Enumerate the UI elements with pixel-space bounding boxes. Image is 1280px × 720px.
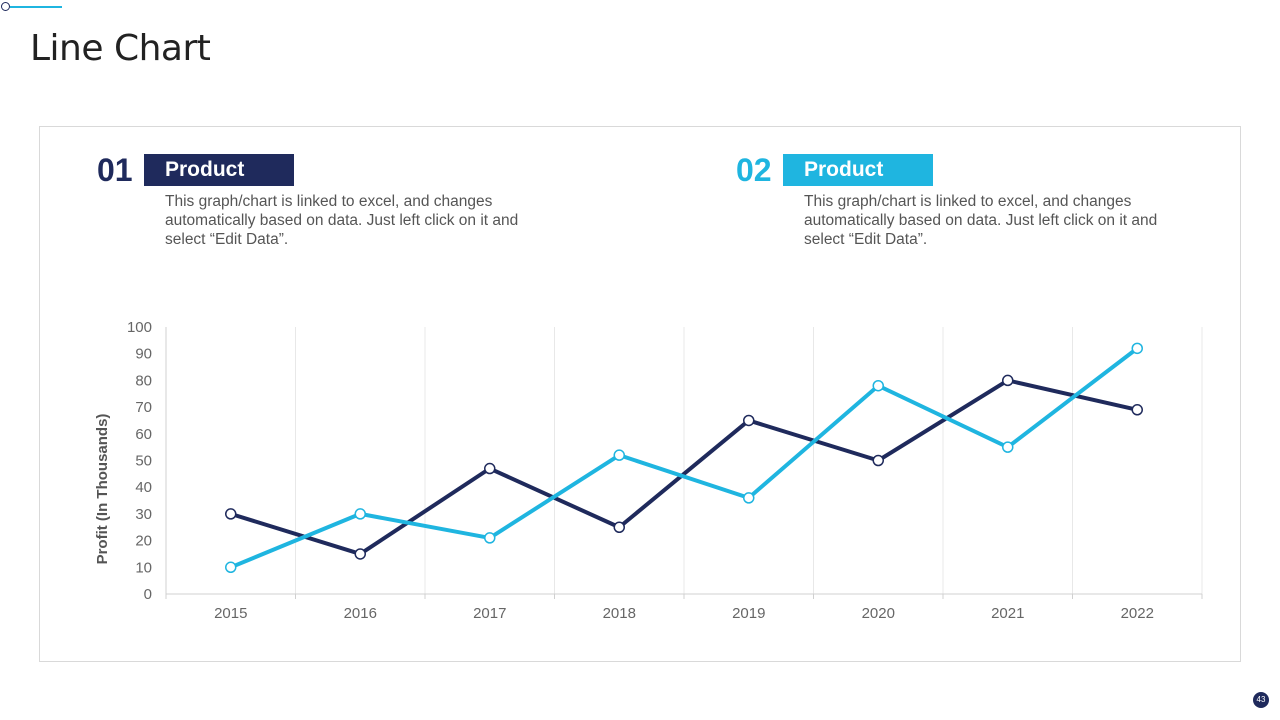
page-title: Line Chart (30, 28, 211, 69)
x-tick-label: 2016 (344, 605, 377, 622)
data-point-series-2 (354, 508, 366, 520)
data-point-series-1 (1131, 404, 1143, 416)
data-point-series-1 (225, 508, 237, 520)
y-tick-label: 20 (135, 533, 152, 550)
x-tick-label: 2021 (991, 605, 1024, 622)
x-tick-label: 2015 (214, 605, 247, 622)
y-tick-label: 0 (144, 586, 152, 603)
y-tick-label: 70 (135, 399, 152, 416)
data-point-series-2 (1131, 342, 1143, 355)
x-tick-label: 2022 (1121, 605, 1154, 622)
data-point-series-2 (743, 492, 755, 504)
y-tick-label: 40 (135, 479, 152, 496)
data-point-series-2 (613, 449, 625, 461)
y-axis-label: Profit (In Thousands) (94, 414, 111, 565)
chart-panel (39, 126, 1241, 662)
title-accent-dot (1, 2, 10, 11)
data-point-series-2 (225, 561, 237, 574)
data-point-series-1 (743, 414, 755, 427)
y-tick-label: 90 (135, 346, 152, 363)
data-point-series-1 (1002, 374, 1014, 387)
x-tick-label: 2018 (603, 605, 636, 622)
data-point-series-1 (354, 548, 366, 560)
data-point-series-1 (484, 462, 496, 475)
page-number-badge: 43 (1253, 692, 1269, 708)
title-accent-line (10, 6, 62, 8)
product-number: 01 (97, 152, 133, 188)
y-tick-label: 10 (135, 559, 152, 576)
product-description: This graph/chart is linked to excel, and… (804, 193, 1158, 248)
y-tick-label: 80 (135, 372, 152, 389)
x-tick-label: 2019 (732, 605, 765, 622)
product-label: Product (144, 154, 294, 186)
y-tick-label: 100 (127, 319, 152, 336)
y-tick-label: 30 (135, 506, 152, 523)
series-line-1 (230, 378, 1138, 556)
y-tick-label: 60 (135, 426, 152, 443)
data-point-series-1 (872, 454, 884, 467)
product-label: Product (783, 154, 933, 186)
data-point-series-2 (872, 379, 884, 392)
y-tick-label: 50 (135, 453, 152, 470)
data-point-series-1 (613, 521, 625, 533)
series-line-2 (229, 346, 1139, 570)
data-point-series-2 (1002, 441, 1014, 453)
x-tick-label: 2017 (473, 605, 506, 622)
product-number: 02 (736, 152, 772, 188)
x-tick-label: 2020 (862, 605, 895, 622)
data-point-series-2 (484, 532, 496, 544)
product-description: This graph/chart is linked to excel, and… (165, 193, 519, 248)
